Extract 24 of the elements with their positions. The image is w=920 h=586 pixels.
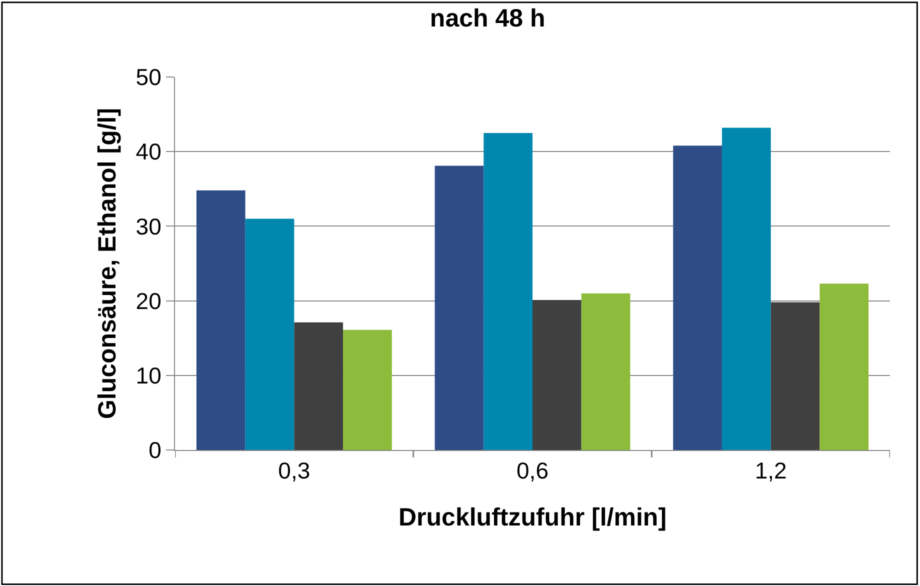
bar <box>484 132 532 450</box>
x-tick-label: 1,2 <box>754 458 787 484</box>
bar <box>673 146 722 450</box>
bar <box>722 128 771 450</box>
y-axis-title: Gluconsäure, Ethanol [g/l] <box>94 108 122 420</box>
y-tick-label: 30 <box>136 213 162 240</box>
y-tick-label: 10 <box>136 362 162 388</box>
bar <box>820 284 869 450</box>
x-axis-title: Druckluftzufuhr [l/min] <box>398 504 667 532</box>
bar <box>196 190 246 450</box>
bar <box>294 322 344 450</box>
bar <box>581 293 630 450</box>
y-tick-label: 0 <box>148 437 162 464</box>
y-tick-label: 40 <box>136 138 162 165</box>
x-tick-label: 0,6 <box>516 458 548 484</box>
bar <box>434 166 484 450</box>
bar <box>532 300 582 450</box>
bar <box>245 218 294 450</box>
y-tick-label: 20 <box>136 288 162 314</box>
bar <box>770 302 820 450</box>
chart-title: nach 48 h <box>430 4 546 32</box>
x-tick-label: 0,3 <box>278 458 310 484</box>
y-tick-label: 50 <box>136 64 162 90</box>
bar <box>343 330 392 450</box>
